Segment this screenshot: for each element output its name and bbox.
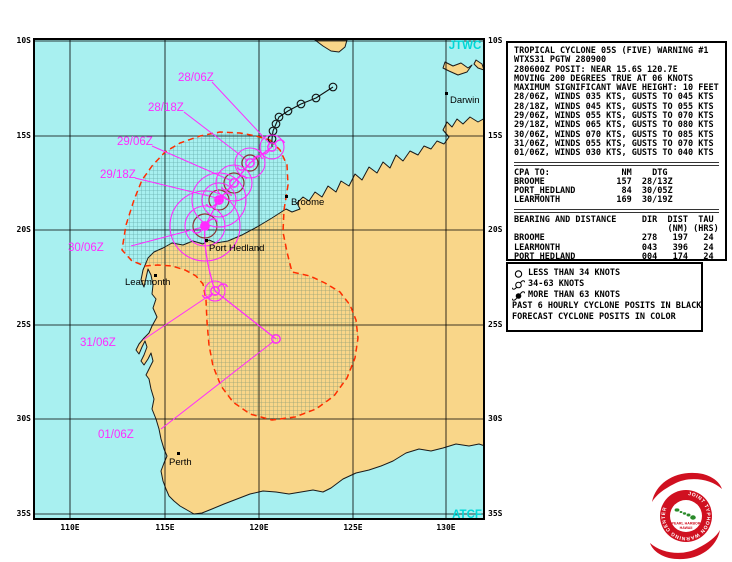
forecast-position-icons: [191, 139, 286, 344]
track-label: 01/06Z: [98, 429, 134, 441]
lon-label: 115E: [155, 523, 175, 532]
track-label: 29/06Z: [117, 136, 153, 148]
legend-item: MORE THAN 63 KNOTS: [512, 290, 697, 301]
track-label: 28/06Z: [178, 72, 214, 84]
bearing-line: LEARMONTH 043 396 24: [514, 242, 714, 253]
warning-text-panel: TROPICAL CYCLONE 05S (FIVE) WARNING #1 W…: [506, 41, 727, 261]
danger-area: [121, 131, 359, 421]
city-label: Darwin: [450, 95, 480, 106]
city-label: Port Hedland: [209, 243, 264, 254]
atcf-label: ATCF: [452, 509, 482, 520]
bearing-line: PORT_HEDLAND 004 174 24: [514, 251, 714, 261]
storm-gt63-icon: [512, 290, 525, 301]
lon-label: 110E: [60, 523, 80, 532]
track-label: 30/06Z: [68, 242, 104, 254]
island-bathurst: [473, 59, 485, 71]
warning-line: 31/06Z, WINDS 055 KTS, GUSTS TO 070 KTS: [514, 138, 714, 149]
city-label: Perth: [169, 457, 192, 468]
lon-label: 125E: [343, 523, 363, 532]
forecast-time-labels: 28/06Z 28/18Z 29/06Z 29/18Z 30/06Z 31/06…: [68, 72, 214, 441]
lat-label: 25S: [488, 320, 503, 329]
city-markers: [154, 92, 448, 455]
city-label: Learmonth: [125, 277, 170, 288]
track-label: 31/06Z: [80, 337, 116, 349]
track-label: 29/18Z: [100, 169, 136, 181]
jtwc-label: JTWC: [449, 40, 482, 52]
past-position-icon: [267, 82, 338, 144]
legend-panel: LESS THAN 34 KNOTS 34-63 KNOTS MORE THAN…: [506, 262, 703, 332]
warning-line: WTXS31 PGTW 280900: [514, 55, 607, 66]
lat-label: 30S: [488, 414, 503, 423]
open-circle-icon: [514, 269, 523, 278]
bearing-line: BEARING AND DISTANCE DIR DIST TAU: [514, 214, 714, 225]
logo-center-line2: HAWAII: [680, 526, 693, 530]
legend-note: PAST 6 HOURLY CYCLONE POSITS IN BLACK: [512, 301, 702, 311]
lat-label: 20S: [16, 225, 31, 234]
open-circle-icon: [271, 334, 281, 344]
past-track: [267, 82, 338, 147]
storm-34-63-icon: [512, 279, 525, 290]
legend-label: LESS THAN 34 KNOTS: [528, 268, 621, 278]
forecast-track: 28/06Z 28/18Z 29/06Z 29/18Z 30/06Z 31/06…: [68, 72, 286, 441]
cpa-line: CPA TO: NM DTG: [514, 167, 668, 178]
city-labels: Darwin Broome Port Hedland Learmonth Per…: [125, 95, 480, 468]
lon-label: 120E: [249, 523, 269, 532]
track-label: 28/18Z: [148, 102, 184, 114]
logo-center-line1: PEARL HARBOR: [672, 522, 701, 526]
warning-line: 280600Z POSIT: NEAR 15.6S 120.7E: [514, 64, 678, 75]
warning-line: 28/18Z, WINDS 045 KTS, GUSTS TO 055 KTS: [514, 101, 714, 112]
warning-line: 29/06Z, WINDS 055 KTS, GUSTS TO 070 KTS: [514, 111, 714, 122]
legend-label: 34-63 KNOTS: [528, 279, 585, 289]
lat-label: 30S: [16, 414, 31, 423]
lat-label: 25S: [16, 320, 31, 329]
lat-label: 35S: [16, 509, 31, 518]
bearing-line: BROOME 278 197 24: [514, 233, 714, 244]
lat-label: 15S: [488, 131, 503, 140]
cpa-line: PORT_HEDLAND 84 30/05Z: [514, 186, 673, 197]
bearing-line: (NM) (HRS): [514, 224, 719, 235]
lat-label: 15S: [16, 131, 31, 140]
hawaii-islands-icon: [674, 508, 696, 520]
cpa-line: LEARMONTH 169 30/19Z: [514, 195, 673, 206]
map-border: [33, 38, 485, 520]
warning-line: MOVING 200 DEGREES TRUE AT 06 KNOTS: [514, 73, 694, 84]
lat-label: 35S: [488, 509, 503, 518]
warning-line: 01/06Z, WINDS 030 KTS, GUSTS TO 040 KTS: [514, 148, 714, 159]
legend-label: MORE THAN 63 KNOTS: [528, 290, 621, 300]
lat-label: 10S: [16, 36, 31, 45]
warning-line: 28/06Z, WINDS 035 KTS, GUSTS TO 045 KTS: [514, 92, 714, 103]
jtwc-logo: JOINT TYPHOON WARNING CENTER PEARL HARBO…: [650, 472, 722, 560]
warning-line: 30/06Z, WINDS 070 KTS, GUSTS TO 085 KTS: [514, 129, 714, 140]
legend-note: FORECAST CYCLONE POSITS IN COLOR: [512, 312, 676, 322]
wind-radii-34kt: [169, 134, 285, 302]
lat-label: 20S: [488, 225, 503, 234]
legend-item: 34-63 KNOTS: [512, 279, 697, 290]
warning-line: 29/18Z, WINDS 065 KTS, GUSTS TO 080 KTS: [514, 120, 714, 131]
separator: [514, 161, 719, 166]
label-leader-lines: [130, 81, 275, 430]
legend-item: LESS THAN 34 KNOTS: [512, 268, 697, 279]
warning-line: TROPICAL CYCLONE 05S (FIVE) WARNING #1: [514, 46, 709, 56]
map-canvas: 28/06Z 28/18Z 29/06Z 29/18Z 30/06Z 31/06…: [33, 38, 485, 520]
cpa-line: BROOME 157 28/13Z: [514, 176, 673, 187]
warning-line: MAXIMUM SIGNIFICANT WAVE HEIGHT: 10 FEET: [514, 83, 719, 94]
city-label: Broome: [291, 197, 324, 208]
lon-label: 130E: [436, 523, 456, 532]
lat-label: 10S: [488, 36, 503, 45]
separator: [514, 208, 719, 213]
